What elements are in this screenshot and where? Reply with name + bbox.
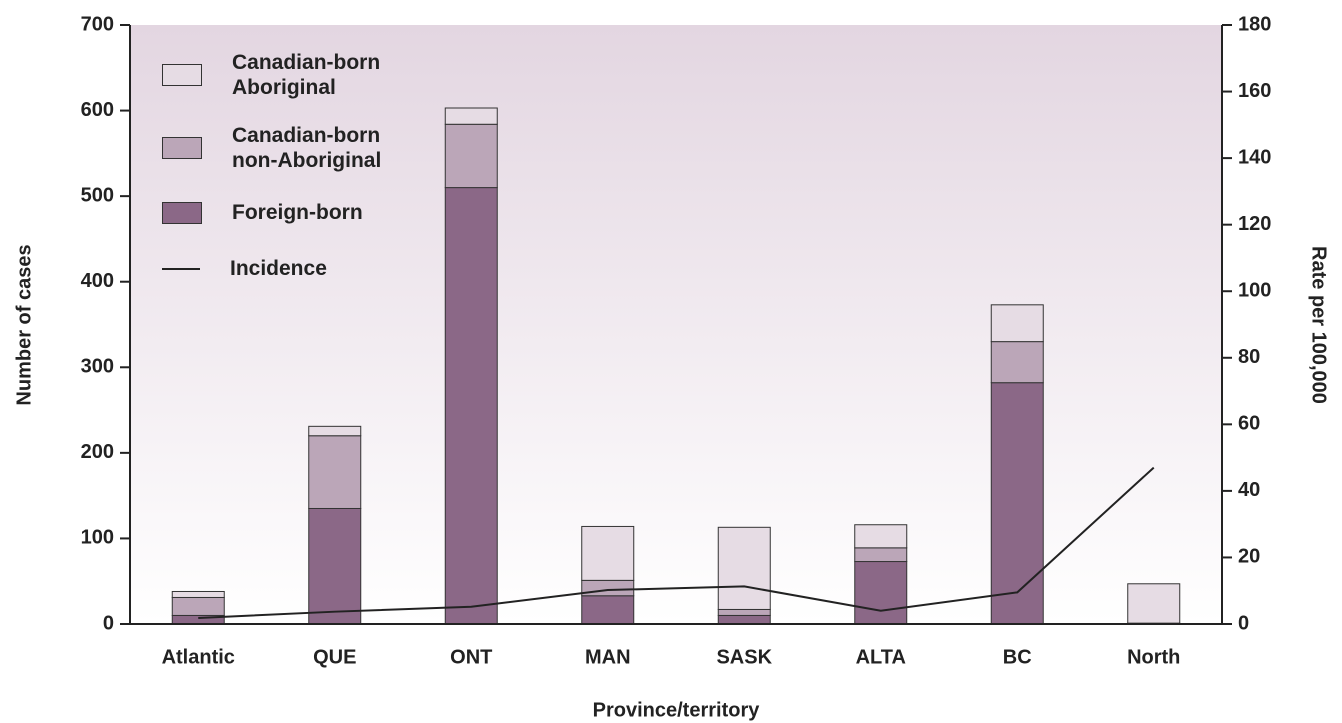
bar-segment bbox=[717, 608, 771, 616]
legend-swatch bbox=[162, 267, 200, 270]
bar-segment bbox=[581, 579, 635, 597]
legend-swatch bbox=[162, 137, 202, 159]
legend-label: Canadian-born Aboriginal bbox=[232, 51, 381, 99]
y-tick-label: 500 bbox=[81, 184, 114, 206]
y2-tick-label: 0 bbox=[1238, 612, 1249, 634]
bar-segment bbox=[854, 547, 908, 563]
y2-tick-label: 140 bbox=[1238, 146, 1271, 168]
legend-swatch bbox=[162, 201, 202, 224]
bar-segment bbox=[990, 382, 1044, 625]
y2-tick-label: 80 bbox=[1238, 346, 1260, 368]
legend-swatch bbox=[162, 64, 202, 86]
bar-segment bbox=[308, 425, 362, 437]
incidence-line bbox=[198, 466, 1155, 620]
legend-entry: Foreign-born bbox=[162, 200, 432, 225]
y-tick-label: 200 bbox=[81, 441, 114, 463]
y-tick-label: 400 bbox=[81, 270, 114, 292]
bar-segment bbox=[171, 590, 225, 598]
bar-segment bbox=[308, 435, 362, 509]
bar-segment bbox=[990, 304, 1044, 343]
y-tick-label: 300 bbox=[81, 356, 114, 378]
y2-tick-label: 20 bbox=[1238, 546, 1260, 568]
x-tick-label: ALTA bbox=[856, 646, 906, 668]
bar-segment bbox=[581, 595, 635, 625]
y-tick-label: 700 bbox=[81, 13, 114, 35]
x-tick-label: Atlantic bbox=[162, 646, 235, 668]
bar-segment bbox=[444, 187, 498, 625]
bar-segment bbox=[1127, 583, 1181, 624]
legend-entry: Canadian-born Aboriginal bbox=[162, 50, 412, 100]
legend-entry: Incidence bbox=[162, 256, 430, 281]
legend-label: Foreign-born bbox=[232, 201, 363, 224]
bar-segment bbox=[854, 524, 908, 549]
bar-segment bbox=[717, 526, 771, 610]
x-tick-label: SASK bbox=[716, 646, 772, 668]
bar-segment bbox=[717, 614, 771, 625]
y2-tick-label: 100 bbox=[1238, 280, 1271, 302]
y-tick-label: 100 bbox=[81, 527, 114, 549]
y-tick-label: 0 bbox=[103, 612, 114, 634]
x-tick-label: QUE bbox=[313, 646, 356, 668]
x-axis-label: Province/territory bbox=[593, 699, 761, 721]
bar-segment bbox=[581, 525, 635, 581]
plot-background bbox=[130, 25, 1222, 624]
bar-segment bbox=[444, 123, 498, 189]
y-tick-label: 600 bbox=[81, 99, 114, 121]
bar-segment bbox=[444, 107, 498, 125]
y2-tick-label: 60 bbox=[1238, 413, 1260, 435]
bar-segment bbox=[990, 341, 1044, 384]
y2-tick-label: 180 bbox=[1238, 13, 1271, 35]
legend-label: Canadian-born non-Aboriginal bbox=[232, 124, 382, 172]
legend-entry: Canadian-born non-Aboriginal bbox=[162, 123, 412, 173]
y2-tick-label: 120 bbox=[1238, 213, 1271, 235]
bar-segment bbox=[171, 596, 225, 616]
x-tick-label: ONT bbox=[450, 646, 492, 668]
y2-axis-label: Rate per 100,000 bbox=[1308, 246, 1330, 404]
x-tick-label: MAN bbox=[585, 646, 631, 668]
y2-tick-label: 40 bbox=[1238, 479, 1260, 501]
x-tick-label: North bbox=[1127, 646, 1180, 668]
y2-tick-label: 160 bbox=[1238, 80, 1271, 102]
x-tick-label: BC bbox=[1003, 646, 1032, 668]
y-axis-label: Number of cases bbox=[13, 244, 35, 405]
legend-label: Incidence bbox=[230, 257, 327, 280]
bar-segment bbox=[854, 561, 908, 625]
bar-segment bbox=[308, 507, 362, 625]
